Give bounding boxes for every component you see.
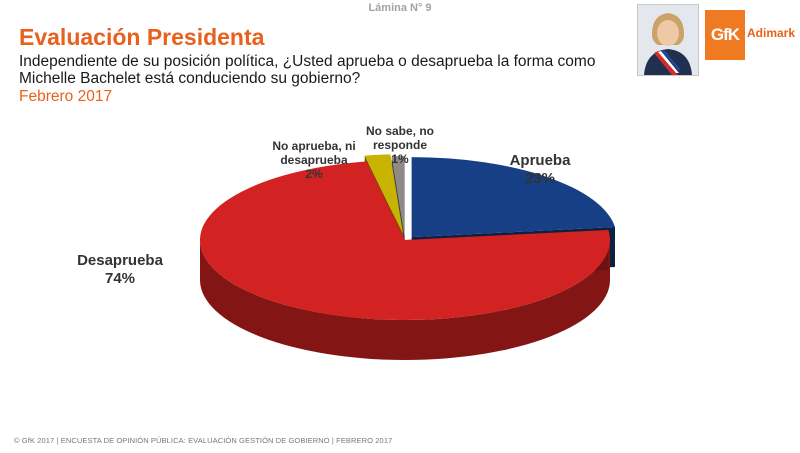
gfk-adimark-logo: GfK Adimark	[705, 10, 800, 60]
survey-question: Independiente de su posición política, ¿…	[19, 53, 596, 87]
category-label: Desaprueba	[77, 252, 164, 269]
slice-side-wall	[200, 240, 610, 360]
survey-period: Febrero 2017	[19, 88, 113, 105]
value-label: 23%	[525, 170, 555, 187]
value-label: 2%	[305, 167, 323, 181]
slice-top	[364, 154, 404, 235]
page-title: Evaluación Presidenta	[19, 24, 265, 50]
slice-top	[391, 156, 405, 237]
category-label: Aprueba	[510, 152, 572, 169]
slice-top	[411, 157, 615, 238]
pie-slices	[199, 154, 615, 360]
logo-word: Adimark	[747, 26, 796, 40]
pie-slice-desaprueba	[199, 161, 610, 360]
category-label: responde	[373, 138, 427, 152]
value-label: 74%	[105, 270, 135, 287]
president-portrait-icon	[637, 4, 699, 76]
slide-number: Lámina N° 9	[368, 2, 432, 14]
category-label: No sabe, no	[366, 124, 434, 138]
category-label: desaprueba	[280, 153, 348, 167]
value-label: 1%	[391, 152, 409, 166]
category-label: No aprueba, ni	[272, 139, 355, 153]
logo-mark: GfK	[705, 10, 745, 60]
footer-text: © GfK 2017 | ENCUESTA DE OPINIÓN PÚBLICA…	[14, 436, 393, 445]
slice-top	[199, 161, 610, 320]
